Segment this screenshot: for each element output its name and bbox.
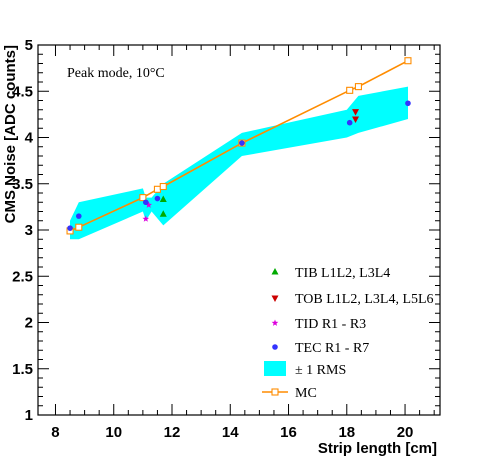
y-tick-label: 1.5 [12,361,33,378]
tid-point [145,201,153,208]
tec-point [67,225,73,231]
tib-point [159,210,167,217]
legend-tob-marker [271,295,279,302]
x-tick-label: 12 [164,424,181,441]
mc-point [354,83,362,91]
legend-label: TEC R1 - R7 [295,341,369,356]
rms-band-layer [70,86,408,240]
y-tick-label: 2 [25,315,33,332]
legend-tid-marker [271,319,279,326]
legend: TIB L1L2, L3L4 TOB L1L2, L3L4, L5L6 TID R1… [262,266,434,401]
mc-point [346,86,354,94]
tec-point [405,100,411,107]
mc-point [75,223,83,231]
legend-rms-swatch [264,361,286,376]
legend-label: TID R1 - R3 [295,317,366,332]
y-tick-label: 4 [25,130,34,147]
legend-mc-marker [271,388,279,396]
x-tick-label: 20 [397,424,414,441]
legend-label: MC [295,386,317,401]
legend-tib-marker [271,268,279,275]
tob-point [352,116,360,123]
tec-point [239,140,245,146]
y-tick-label: 1 [25,407,33,424]
y-axis-title: CMS Noise [ADC counts] [2,45,19,223]
legend-tec-marker [272,344,278,350]
tec-point [142,199,149,206]
y-tick-label: 4.5 [12,83,33,100]
mc-point [404,57,412,65]
annotation-text: Peak mode, 10°C [67,66,165,81]
y-tick-label: 5 [25,37,33,54]
mc-point [139,194,147,202]
x-tick-label: 14 [222,424,239,441]
rms-band [70,86,408,240]
tob-point [352,109,360,116]
mc-point [159,182,167,191]
x-axis-title: Strip length [cm] [318,440,437,457]
tid-point [142,215,150,222]
y-tick-label: 2.5 [12,268,33,285]
data-markers-layer [67,100,411,231]
tec-point [75,213,82,219]
x-tick-label: 16 [280,424,297,441]
x-tick-label: 8 [51,424,59,441]
tec-point [154,195,161,202]
tib-point [159,195,167,202]
mc-point [153,185,161,193]
x-tick-label: 10 [105,424,122,441]
tec-point [346,119,353,126]
legend-label: ± 1 RMS [295,363,346,378]
y-tick-label: 3.5 [12,176,33,193]
legend-label: TIB L1L2, L3L4 [295,266,390,281]
legend-label: TOB L1L2, L3L4, L5L6 [295,292,434,307]
axes-layer: 8 10 12 14 16 18 20 1 1.5 2 2.5 3 3.5 4 4.5 5 [12,37,441,441]
x-tick-label: 18 [338,424,355,441]
y-tick-label: 3 [25,222,33,239]
